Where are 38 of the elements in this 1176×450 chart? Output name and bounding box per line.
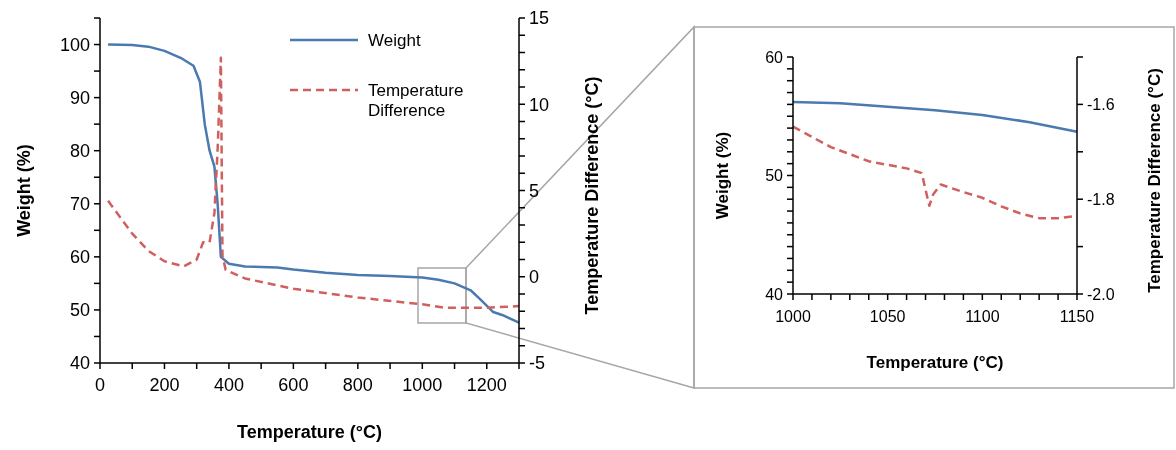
x-axis-title: Temperature (°C): [237, 422, 382, 442]
y-tick-label: 40: [69, 353, 90, 374]
x-tick-label: 400: [213, 375, 244, 395]
x-axis-title: Temperature (°C): [866, 353, 1004, 372]
y2-tick-label: 0: [529, 267, 540, 288]
y2-tick-label: -2.0: [1087, 285, 1115, 303]
x-tick-label: 1100: [965, 308, 1000, 325]
y-tick-label: 60: [69, 247, 90, 268]
y-tick-label: 50: [765, 167, 784, 185]
y-tick-label: 60: [765, 48, 784, 66]
x-tick-label: 0: [94, 375, 106, 395]
y2-tick-label: 15: [529, 8, 550, 29]
y2-axis-title: Temperature Difference (°C): [1145, 68, 1164, 293]
y-tick-label: 70: [69, 194, 90, 215]
x-tick-label: 600: [278, 375, 309, 395]
y-tick-label: 80: [69, 140, 90, 161]
y-tick-label: 40: [765, 285, 784, 303]
x-tick-label: 800: [342, 375, 373, 395]
y-tick-label: 100: [59, 34, 90, 55]
x-tick-label: 1050: [869, 308, 906, 325]
y2-tick-label: -1.6: [1087, 96, 1115, 113]
y-tick-label: 90: [69, 87, 90, 108]
y2-tick-label: -5: [529, 353, 546, 374]
y-axis-title: Weight (%): [713, 131, 732, 220]
y2-tick-label: 5: [529, 180, 540, 201]
x-tick-label: 200: [149, 375, 180, 395]
x-tick-label: 1200: [466, 375, 507, 395]
y-axis-title: Weight (%): [14, 144, 34, 237]
legend-label: Weight: [368, 30, 421, 50]
legend-label: Temperature Difference: [368, 80, 464, 121]
x-tick-label: 1000: [775, 308, 811, 325]
line-series: [791, 100, 1079, 133]
y2-axis-title: Temperature Difference (°C): [582, 76, 602, 315]
x-tick-label: 1000: [402, 375, 443, 395]
y2-tick-label: -1.8: [1087, 190, 1115, 208]
x-tick-label: 1150: [1059, 308, 1095, 325]
y-tick-label: 50: [69, 300, 90, 321]
y2-tick-label: 10: [529, 94, 550, 115]
